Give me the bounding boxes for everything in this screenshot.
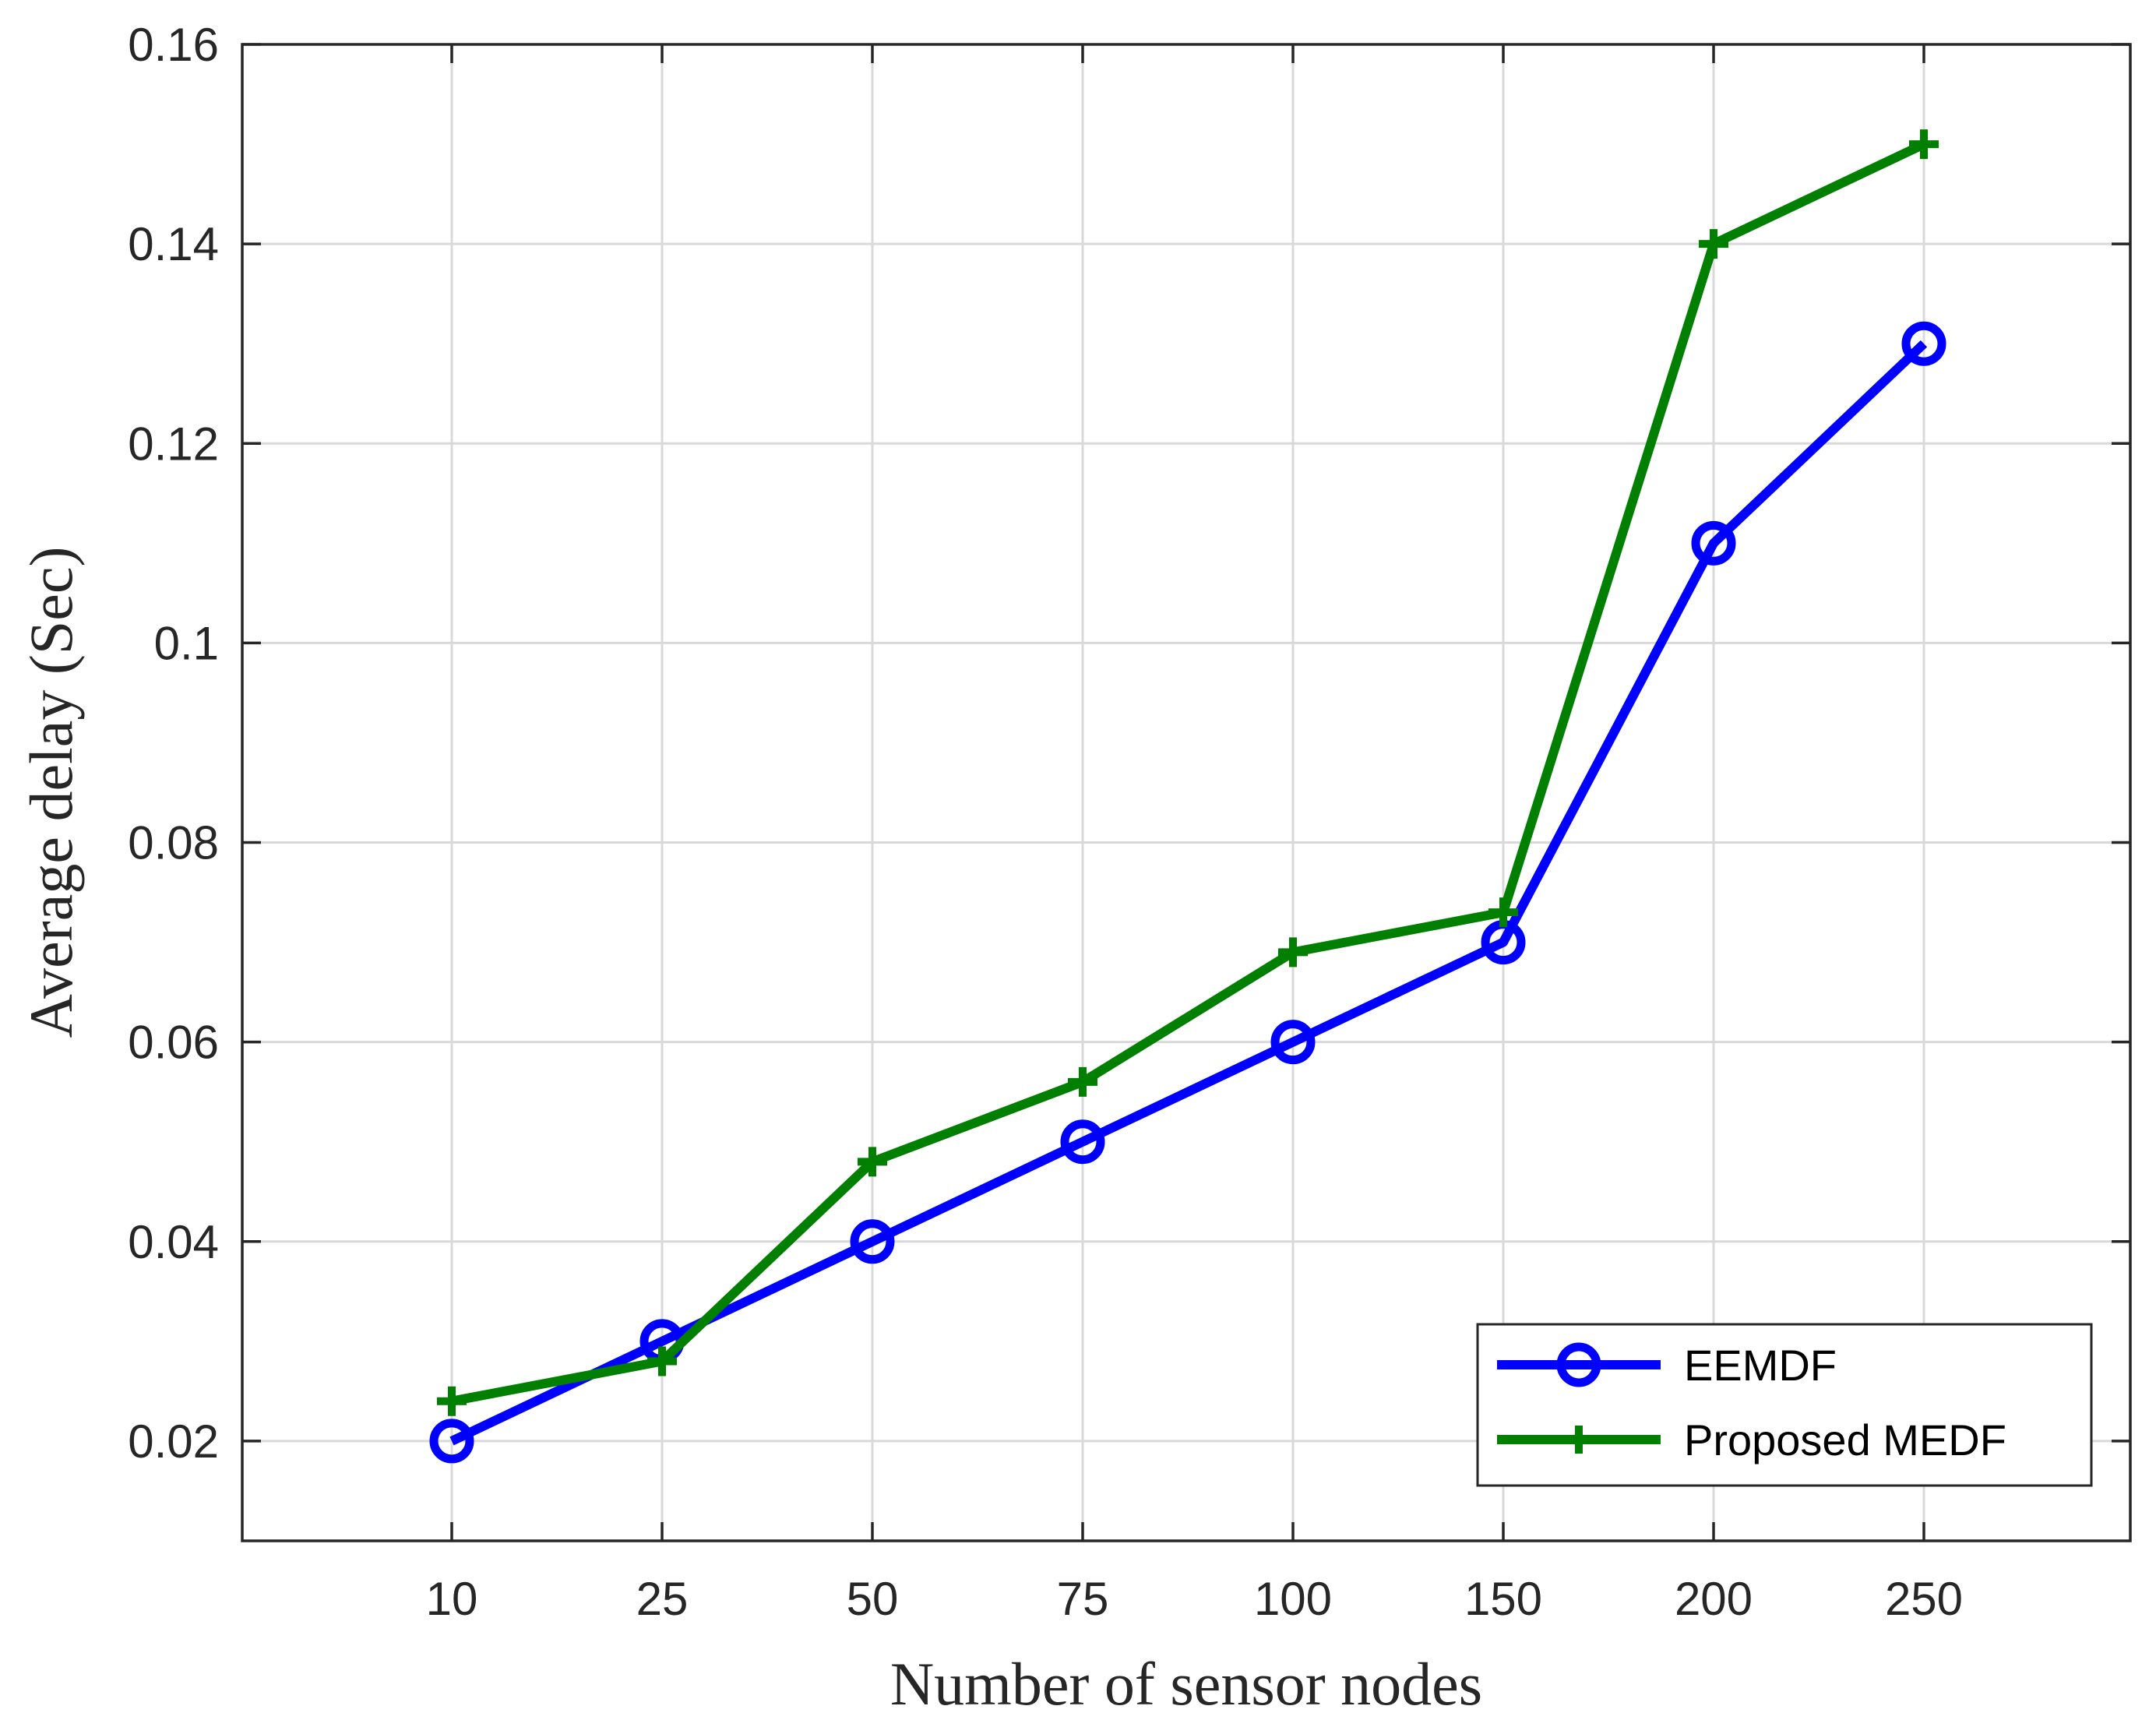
x-tick-label: 150 [1464,1573,1542,1625]
x-tick-label: 100 [1254,1573,1332,1625]
x-tick-label: 75 [1057,1573,1109,1625]
legend-marker-medf [1565,1426,1593,1454]
series-line [450,139,1926,1406]
y-tick-label: 0.08 [128,817,219,869]
data-point [437,1386,467,1416]
data-point [429,1419,474,1464]
y-tick-label: 0.02 [128,1415,219,1468]
data-point [1060,1119,1105,1165]
data-point [1909,129,1939,160]
x-tick-label: 25 [636,1573,689,1625]
legend-label-medf: Proposed MEDF [1684,1415,2006,1465]
data-point [1278,937,1308,968]
y-tick-label: 0.06 [128,1017,219,1069]
x-tick-label: 10 [426,1573,478,1625]
plot-frame [241,43,2132,1542]
series-layer [429,129,1946,1464]
data-point [1068,1066,1097,1097]
data-point [1901,321,1946,366]
data-point [1699,229,1728,259]
data-point [858,1147,887,1177]
x-tick-label: 250 [1885,1573,1963,1625]
y-tick-label: 0.12 [128,418,219,470]
data-point [647,1346,677,1376]
x-tick-label: 50 [847,1573,899,1625]
data-point [1488,897,1518,928]
y-tick-label: 0.04 [128,1216,219,1268]
legend-box [1476,1323,2093,1487]
y-tick-label: 0.16 [128,19,219,71]
data-point [850,1219,895,1264]
data-point [1270,1020,1316,1065]
data-point [1691,520,1736,566]
legend-label-eemdf: EEMDF [1684,1341,1837,1390]
ticks: 10 25 50 75 100 150 200 250 0.02 0.04 0.06 0.08 0.1 0… [128,19,2130,1625]
x-tick-label: 200 [1675,1573,1753,1625]
legend: EEMDF Proposed MEDF [1476,1323,2093,1487]
y-axis-title: Average delay (Sec) [17,547,85,1038]
y-tick-label: 0.14 [128,218,219,270]
x-axis-title: Number of sensor nodes [890,1650,1482,1713]
plot-background [242,44,2130,1541]
y-tick-label: 0.1 [154,617,219,669]
series-1 [437,129,1939,1416]
legend-marker-eemdf [1556,1342,1601,1387]
